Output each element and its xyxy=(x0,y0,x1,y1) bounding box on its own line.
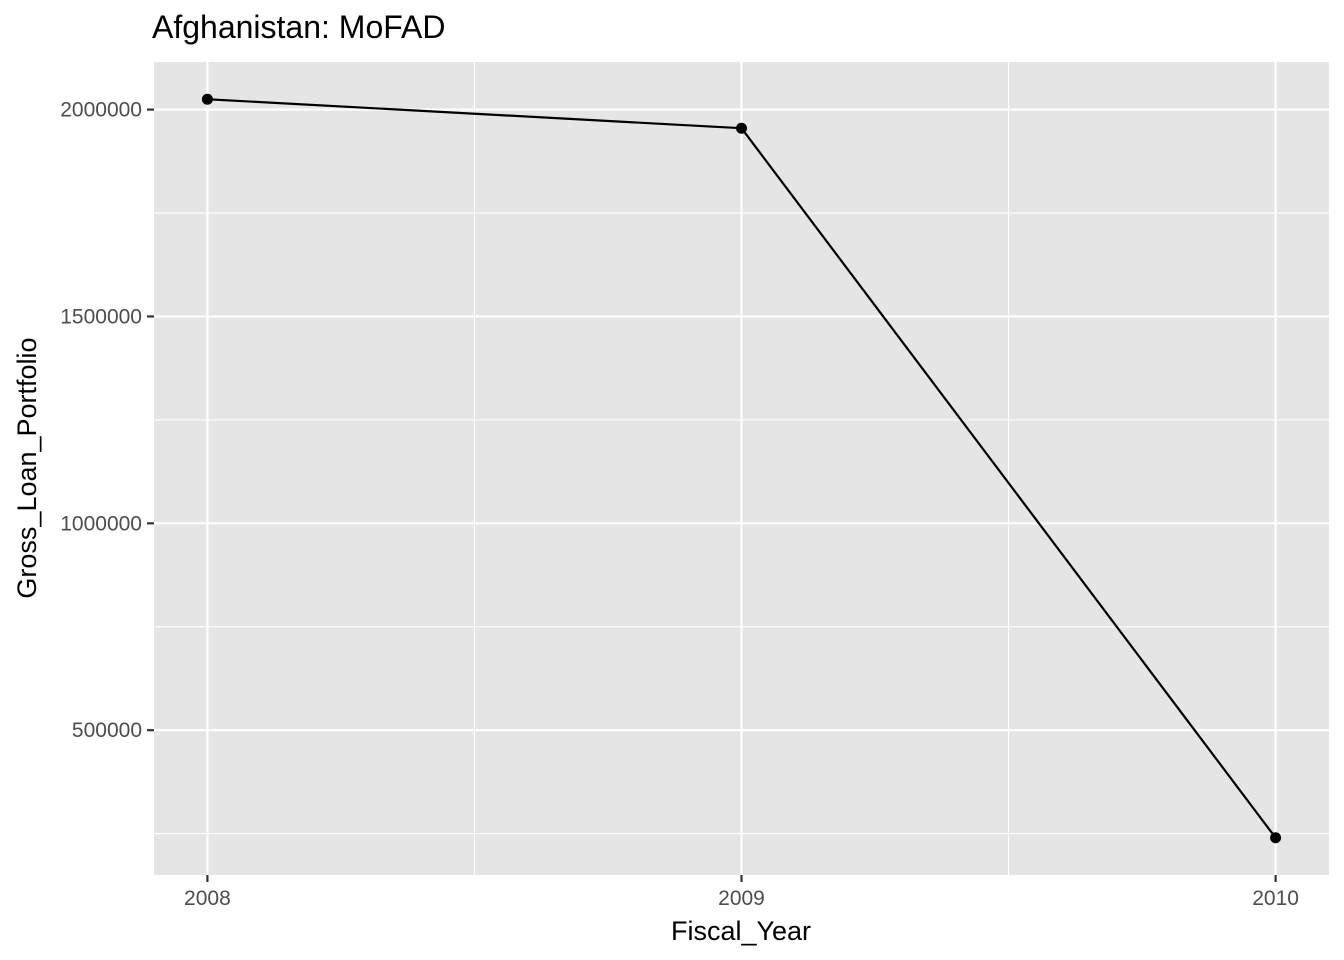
x-tick-label: 2010 xyxy=(1252,887,1299,910)
data-point xyxy=(201,93,213,105)
y-tick-label: 2000000 xyxy=(60,99,142,122)
major-gridlines xyxy=(154,62,1329,875)
y-axis-title: Gross_Loan_Portfolio xyxy=(12,337,42,598)
y-tick-label: 1500000 xyxy=(60,305,142,328)
y-axis-tick-labels: 500000 1000000 1500000 2000000 xyxy=(60,99,142,743)
data-point xyxy=(1270,832,1282,844)
y-tick-label: 500000 xyxy=(72,719,142,742)
x-axis-title: Fiscal_Year xyxy=(671,916,811,946)
x-tick-label: 2008 xyxy=(184,887,231,910)
axis-ticks xyxy=(147,108,1277,882)
x-axis-tick-labels: 2008 2009 2010 xyxy=(184,887,1299,910)
chart-title: Afghanistan: MoFAD xyxy=(152,9,445,45)
x-tick-label: 2009 xyxy=(718,887,765,910)
data-point xyxy=(736,122,747,134)
series-points xyxy=(201,93,1282,844)
y-tick-label: 1000000 xyxy=(60,512,142,535)
